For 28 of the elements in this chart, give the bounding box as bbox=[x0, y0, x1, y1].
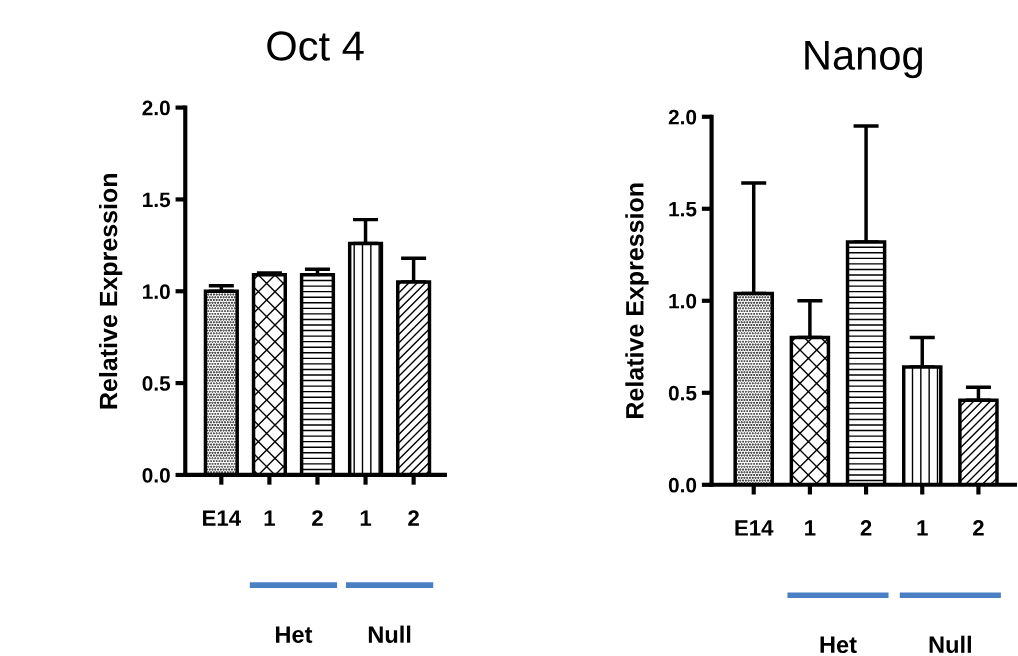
x-tick-label: 1 bbox=[917, 520, 928, 536]
chart-title: Oct 4 bbox=[267, 31, 364, 61]
y-tick-label: 1.5 bbox=[669, 201, 697, 217]
text: Het bbox=[276, 626, 313, 643]
x-tick-label: E14 bbox=[203, 510, 241, 526]
y-tick-label: 2.0 bbox=[668, 109, 697, 125]
x-tick-label: E14 bbox=[735, 520, 774, 536]
y-tick-label: 0.0 bbox=[668, 477, 697, 493]
x-tick-label: 2 bbox=[408, 510, 419, 526]
x-tick-label: 2 bbox=[860, 520, 872, 536]
y-tick-label: 0.5 bbox=[142, 376, 171, 391]
x-tick-label: 1 bbox=[264, 510, 275, 526]
x-tick-label: 1 bbox=[360, 510, 372, 526]
y-axis-title: Relative Expression bbox=[98, 174, 123, 409]
y-tick-label: 2.0 bbox=[142, 100, 170, 116]
text: Null bbox=[368, 625, 411, 643]
y-tick-label: 1.5 bbox=[143, 192, 171, 208]
text: Null bbox=[929, 635, 971, 654]
x-tick-label: 2 bbox=[973, 520, 984, 536]
text: Het bbox=[820, 636, 857, 654]
y-axis-title: Relative Expression bbox=[625, 183, 649, 418]
y-tick-label: 0.0 bbox=[142, 467, 170, 483]
y-tick-label: 0.5 bbox=[668, 385, 697, 401]
x-tick-label: 2 bbox=[312, 510, 323, 526]
x-tick-label: 1 bbox=[805, 520, 816, 536]
y-tick-label: 1.0 bbox=[669, 293, 697, 309]
chart-title: Nanog bbox=[805, 40, 922, 79]
y-tick-label: 1.0 bbox=[143, 284, 170, 300]
